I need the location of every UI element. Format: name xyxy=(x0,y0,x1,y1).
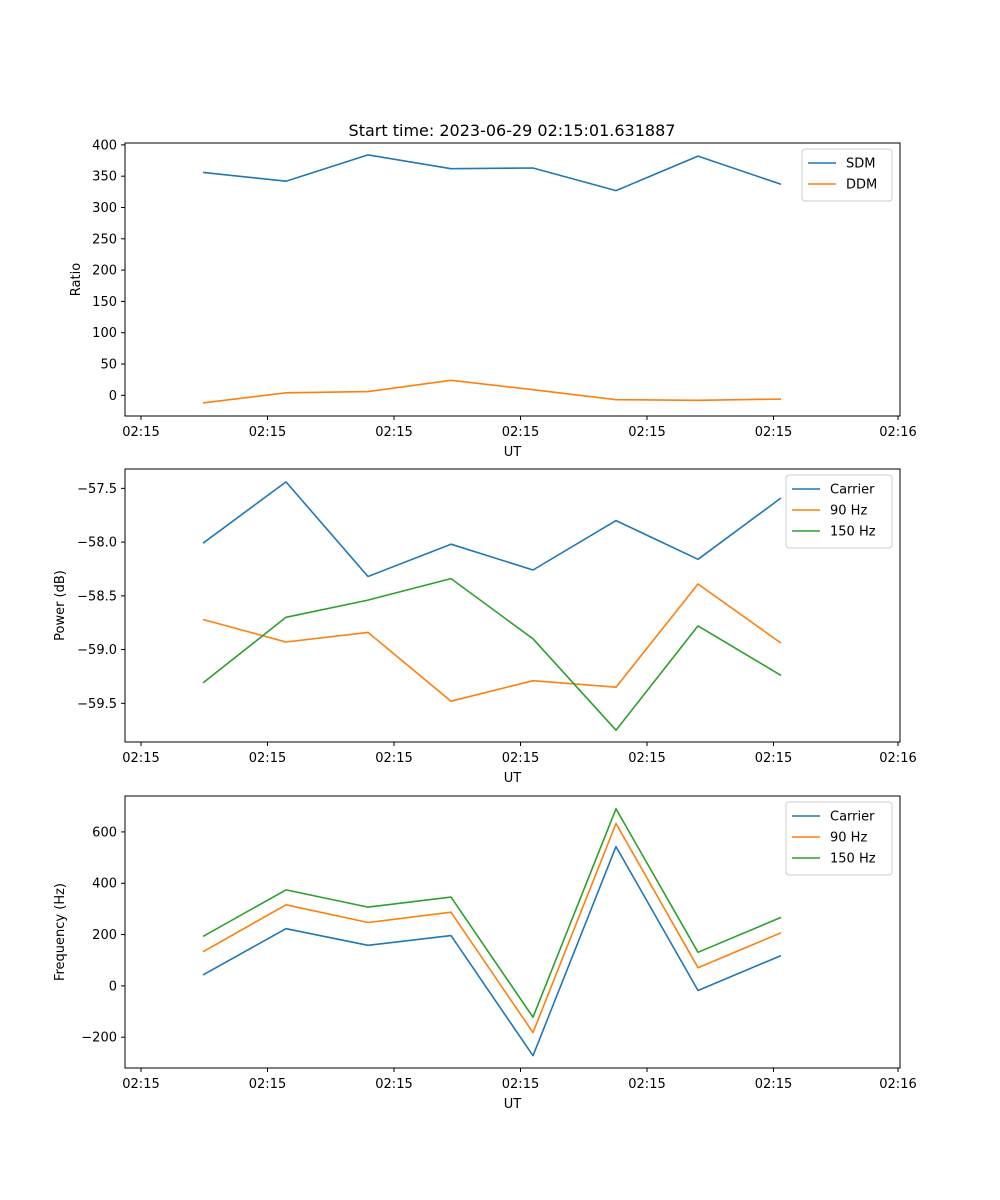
x-tick-label: 02:15 xyxy=(122,425,159,440)
x-tick-label: 02:16 xyxy=(879,1077,916,1092)
legend-label: 90 Hz xyxy=(830,504,867,519)
y-tick-label: 0 xyxy=(109,979,117,994)
series-line-2 xyxy=(202,822,782,1034)
y-tick-label: 300 xyxy=(92,201,117,216)
y-tick-label: 400 xyxy=(92,877,117,892)
legend: Carrier 90 Hz 150 Hz xyxy=(785,474,893,549)
y-axis-label: Ratio xyxy=(69,263,84,296)
x-tick-label: 02:15 xyxy=(755,1077,792,1092)
x-tick-label: 02:15 xyxy=(502,1077,539,1092)
x-tick-label: 02:15 xyxy=(375,425,412,440)
x-tick-label: 02:15 xyxy=(122,751,159,766)
axes-frame xyxy=(124,468,901,743)
x-tick-label: 02:15 xyxy=(628,1077,665,1092)
x-tick-label: 02:16 xyxy=(879,751,916,766)
y-tick-label: −59.0 xyxy=(77,643,117,658)
x-tick-label: 02:15 xyxy=(628,425,665,440)
y-tick-label: 400 xyxy=(92,138,117,153)
y-tick-label: 350 xyxy=(92,170,117,185)
y-tick-label: 50 xyxy=(100,358,117,373)
legend-label: DDM xyxy=(846,178,877,193)
x-tick-label: 02:15 xyxy=(249,1077,286,1092)
x-tick-label: 02:15 xyxy=(628,751,665,766)
legend: SDM DDM xyxy=(801,148,893,202)
x-axis-label: UT xyxy=(504,1097,522,1112)
y-tick-label: 0 xyxy=(109,389,117,404)
series-line-3 xyxy=(202,577,782,732)
axes-frame xyxy=(124,142,901,417)
x-tick-label: 02:15 xyxy=(249,751,286,766)
x-tick-label: 02:15 xyxy=(755,425,792,440)
y-tick-label: −57.5 xyxy=(77,482,117,497)
axes-2: 02:15 02:15 02:15 02:15 02:15 02:15 02:16 −59.5… xyxy=(53,468,917,786)
legend-box xyxy=(785,801,893,876)
x-tick-label: 02:15 xyxy=(375,751,412,766)
legend-label: Carrier xyxy=(830,810,875,825)
x-tick-label: 02:15 xyxy=(502,751,539,766)
series-line-2 xyxy=(202,379,782,404)
series-line-3 xyxy=(202,807,782,1019)
figure-title: Start time: 2023-06-29 02:15:01.631887 xyxy=(349,121,676,140)
x-axis-label: UT xyxy=(504,445,522,460)
x-axis-label: UT xyxy=(504,771,522,786)
series-line-1 xyxy=(202,154,782,192)
series-line-2 xyxy=(202,583,782,703)
axes-container: 02:15 02:15 02:15 02:15 02:15 02:15 02:16 0 50 10… xyxy=(53,138,917,1112)
y-tick-label: 200 xyxy=(92,264,117,279)
series-line-1 xyxy=(202,481,782,578)
y-tick-label: 200 xyxy=(92,928,117,943)
x-tick-label: 02:15 xyxy=(755,751,792,766)
y-tick-label: −59.5 xyxy=(77,697,117,712)
y-tick-label: −58.0 xyxy=(77,536,117,551)
y-axis-label: Power (dB) xyxy=(53,570,68,641)
y-tick-label: 250 xyxy=(92,232,117,247)
x-tick-label: 02:15 xyxy=(375,1077,412,1092)
y-tick-label: 100 xyxy=(92,326,117,341)
axes-3: 02:15 02:15 02:15 02:15 02:15 02:15 02:16 −200 0… xyxy=(53,795,917,1112)
legend-box xyxy=(785,474,893,549)
x-tick-label: 02:15 xyxy=(122,1077,159,1092)
y-tick-label: −200 xyxy=(81,1031,117,1046)
axes-frame xyxy=(124,795,901,1069)
legend-label: 150 Hz xyxy=(830,525,876,540)
y-tick-label: −58.5 xyxy=(77,589,117,604)
series-line-1 xyxy=(202,845,782,1057)
x-tick-label: 02:16 xyxy=(879,425,916,440)
legend-label: 150 Hz xyxy=(830,852,876,867)
x-tick-label: 02:15 xyxy=(502,425,539,440)
y-tick-label: 150 xyxy=(92,295,117,310)
legend-box xyxy=(801,148,893,202)
x-tick-label: 02:15 xyxy=(249,425,286,440)
axes-1: 02:15 02:15 02:15 02:15 02:15 02:15 02:16 0 50 10… xyxy=(69,138,917,460)
legend: Carrier 90 Hz 150 Hz xyxy=(785,801,893,876)
y-axis-label: Frequency (Hz) xyxy=(53,883,68,981)
y-tick-label: 600 xyxy=(92,825,117,840)
legend-label: 90 Hz xyxy=(830,831,867,846)
legend-label: SDM xyxy=(846,157,875,172)
legend-label: Carrier xyxy=(830,483,875,498)
